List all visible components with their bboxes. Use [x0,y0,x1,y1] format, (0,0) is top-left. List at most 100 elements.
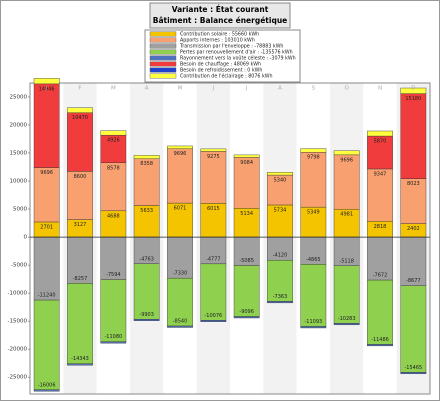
bar-segment [233,265,260,317]
legend-swatch [149,37,177,43]
value-label: -9903 [139,312,154,318]
bar-segment [333,154,360,210]
y-tick-label: 5000 [13,207,27,213]
bar-segment [167,325,193,328]
value-label: -10283 [338,316,356,322]
bar-segment [300,152,327,208]
y-tick-label: -15000 [8,319,28,325]
bar-segment [133,205,160,238]
value-label: 4981 [340,212,353,218]
y-tick-label: -5000 [11,263,27,269]
value-label: -4763 [139,256,154,262]
legend-swatch [149,61,177,67]
bar-segment [367,168,393,222]
legend-label: Apports internes : 103010 kWh [180,38,255,44]
value-label: 2701 [40,224,53,230]
bar-segment [333,150,360,156]
bar-segment [167,145,193,149]
value-label: 2402 [407,226,420,232]
value-label: 9275 [207,154,220,160]
value-label: 2818 [374,224,387,230]
bar-segment [67,236,93,284]
bar-segment [133,319,160,321]
y-tick-label: 20000 [10,123,28,129]
legend-label: Besoin de chauffage : 48069 kWh [180,62,261,68]
x-tick-label: N [378,86,382,92]
bar-segment [33,389,60,392]
y-tick-label: 0 [24,235,28,241]
legend-label: Transmission par l'enveloppe : -78883 kW… [179,44,283,50]
bar-segment [167,202,193,238]
legend-label: Contribution solaire : 55660 kWh [180,32,259,38]
value-label: 5340 [274,178,287,184]
y-tick-label: 10000 [10,179,28,185]
value-label: -7363 [273,294,288,300]
y-tick-label: 25000 [10,95,28,101]
bar-segment [67,363,93,366]
bar-segment [367,130,393,137]
bar-segment [200,236,227,265]
bar-segment [200,151,227,204]
value-label: -9096 [239,309,254,315]
value-label: 4926 [107,138,120,144]
value-label: -8257 [73,276,88,282]
bar-segment [133,158,160,206]
value-label: -7672 [373,273,388,279]
legend-label: Contribution de l'éclairage : 8076 kWh [180,73,273,80]
legend-swatch [149,49,177,55]
x-tick-label: A [145,86,149,92]
value-label: 14946 [39,86,55,92]
legend-label: Rayonnement vers la voûte céleste : -307… [180,55,296,62]
x-tick-label: J [245,86,248,92]
bar-segment [233,154,260,158]
chart-title: Variante : État courant [172,5,269,14]
value-label: 6071 [174,206,187,212]
bar-segment [400,87,427,94]
value-label: 8600 [74,174,87,180]
bar-segment [167,236,193,279]
bar-segment [367,135,393,170]
bar-segment [67,171,93,220]
bar-segment [200,320,227,322]
value-label: -11240 [38,293,56,299]
value-label: 9696 [40,170,53,176]
x-tick-label: J [212,86,215,92]
x-tick-label: A [278,86,282,92]
value-label: -11093 [304,319,322,325]
x-tick-label: S [312,86,316,92]
value-label: 3127 [74,222,87,228]
value-label: -5118 [339,258,354,264]
value-label: 5349 [307,210,320,216]
bar-segment [67,283,93,364]
bar-segment [133,155,160,159]
bar-segment [300,236,327,265]
value-label: -4865 [306,257,321,263]
value-label: -7330 [173,271,188,277]
x-tick-label: J [45,86,48,92]
bar-segment [200,148,227,152]
y-tick-label: -10000 [8,291,28,297]
bar-segment [33,83,60,168]
bar-segment [100,130,127,136]
value-label: 5734 [274,207,287,213]
bar-segment [100,134,127,163]
bar-segment [133,236,160,264]
legend-label: Pertes par renouvellement d'air : -13557… [180,50,293,56]
bar-segment [400,93,427,179]
value-label: -8540 [173,319,188,325]
legend-swatch [149,67,177,73]
legend-swatch [149,73,177,79]
bar-segment [233,316,260,319]
value-label: 4688 [107,213,120,219]
bar-segment [100,279,127,342]
title-box [149,2,291,29]
x-tick-label: M [178,86,183,92]
y-tick-label: -25000 [8,375,28,381]
bar-segment [33,299,60,390]
bar-segment [233,208,260,238]
bar-segment [100,341,127,344]
value-label: -8677 [406,278,421,284]
bar-segment [400,285,427,373]
x-tick-label: M [111,86,116,92]
value-label: 8358 [140,161,153,167]
